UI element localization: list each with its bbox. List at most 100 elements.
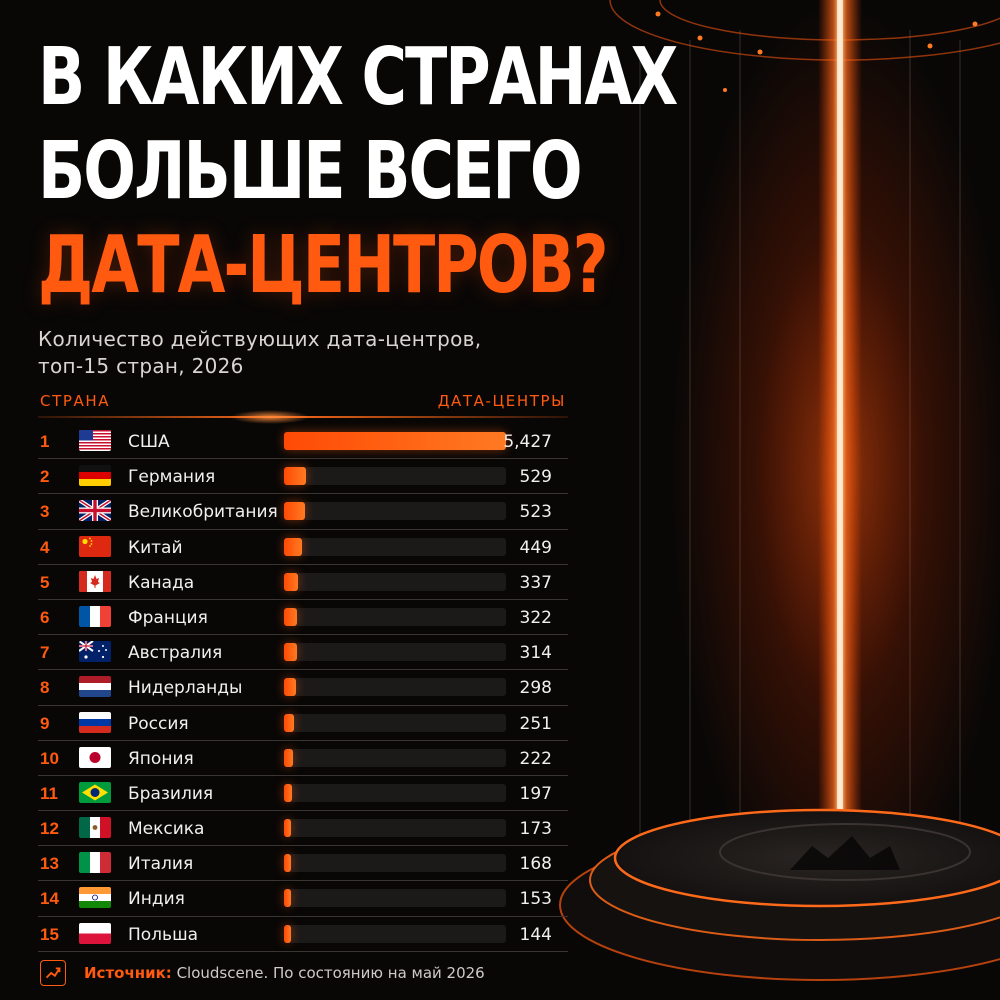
country-name: США — [128, 432, 170, 452]
data-label: 5,427 — [503, 432, 552, 452]
ranking-table: 1 США 5,427 2 Германия 529 3 Великобритания 523 4… — [38, 424, 568, 952]
rank-number: 9 — [40, 713, 50, 733]
pl-flag-icon — [79, 922, 111, 944]
data-label: 337 — [519, 572, 552, 593]
bar-track — [284, 467, 506, 486]
country-name: Нидерланды — [128, 678, 243, 699]
data-label: 153 — [519, 889, 552, 910]
table-row: 9 Россия 251 — [38, 706, 568, 741]
table-row: 2 Германия 529 — [38, 459, 568, 495]
rank-number: 13 — [40, 854, 59, 874]
table-row: 12 Мексика 173 — [38, 811, 568, 847]
subtitle: Количество действующих дата-центров, топ… — [38, 326, 578, 380]
bar-track — [284, 748, 506, 767]
bar-track — [284, 678, 506, 697]
table-row: 7 Австралия 314 — [38, 635, 568, 671]
rank-number: 10 — [40, 748, 59, 768]
data-label: 529 — [519, 467, 552, 488]
country-name: Мексика — [128, 819, 205, 840]
bar-track — [284, 819, 506, 838]
au-flag-icon — [79, 641, 111, 663]
us-flag-icon — [79, 430, 111, 451]
bar — [284, 678, 297, 697]
bar — [284, 607, 298, 626]
nl-flag-icon — [79, 676, 111, 698]
column-header-country: СТРАНА — [40, 392, 111, 410]
country-name: Великобритания — [128, 502, 278, 523]
br-flag-icon — [79, 781, 111, 803]
ru-flag-icon — [79, 711, 111, 733]
bar — [284, 854, 291, 873]
table-row: 1 США 5,427 — [38, 424, 568, 460]
mx-flag-icon — [79, 817, 111, 839]
table-row: 8 Нидерланды 298 — [38, 670, 568, 706]
data-label: 222 — [519, 748, 552, 769]
bar-track — [284, 924, 506, 943]
country-name: Германия — [128, 467, 216, 488]
bar — [284, 537, 303, 556]
country-name: Италия — [128, 854, 194, 875]
data-label: 449 — [519, 537, 552, 558]
title-line-3-accent: ДАТА-ЦЕНТРОВ? — [38, 218, 609, 312]
rank-number: 12 — [40, 819, 59, 839]
rank-number: 3 — [40, 502, 50, 522]
rank-number: 2 — [40, 467, 50, 487]
country-name: Индия — [128, 889, 185, 910]
country-name: Австралия — [128, 643, 223, 664]
rank-number: 7 — [40, 643, 50, 663]
table-row: 13 Италия 168 — [38, 846, 568, 882]
ca-flag-icon — [79, 570, 111, 592]
column-header-datacenters: ДАТА-ЦЕНТРЫ — [437, 392, 566, 410]
rank-number: 15 — [40, 924, 59, 944]
de-flag-icon — [79, 465, 111, 487]
rank-number: 6 — [40, 607, 50, 627]
source-note: Источник: Cloudscene. По состоянию на ма… — [40, 958, 600, 988]
bar — [284, 502, 306, 521]
bar — [284, 643, 297, 662]
source-text: Источник: Cloudscene. По состоянию на ма… — [84, 964, 485, 982]
data-label: 298 — [519, 678, 552, 699]
it-flag-icon — [79, 852, 111, 874]
data-label: 322 — [519, 607, 552, 628]
data-label: 251 — [519, 713, 552, 734]
chart-icon — [40, 960, 66, 986]
bar-track — [284, 889, 506, 908]
bar-track — [284, 572, 506, 591]
bar-track — [284, 713, 506, 732]
table-row: 15 Польша 144 — [38, 917, 568, 952]
table-row: 3 Великобритания 523 — [38, 494, 568, 530]
bar — [284, 889, 291, 908]
fr-flag-icon — [79, 605, 111, 627]
bar-track — [284, 854, 506, 873]
cn-flag-icon — [79, 535, 111, 557]
data-label: 168 — [519, 854, 552, 875]
data-label: 197 — [519, 783, 552, 804]
gb-flag-icon — [79, 500, 111, 522]
bar — [284, 924, 291, 943]
header-divider-glow — [230, 410, 310, 424]
table-row: 6 Франция 322 — [38, 600, 568, 636]
data-label: 144 — [519, 924, 552, 945]
bar — [284, 819, 292, 838]
country-name: Россия — [128, 713, 189, 734]
bar — [284, 432, 506, 450]
rank-number: 1 — [40, 432, 50, 451]
bar-track — [284, 502, 506, 521]
table-row: 5 Канада 337 — [38, 565, 568, 600]
data-label: 314 — [519, 643, 552, 664]
bar-track — [284, 537, 506, 556]
source-label: Источник: — [84, 964, 172, 982]
data-label: 173 — [519, 819, 552, 840]
country-name: Китай — [128, 537, 183, 558]
table-row: 10 Япония 222 — [38, 741, 568, 776]
country-name: Бразилия — [128, 783, 214, 804]
source-value: Cloudscene. По состоянию на май 2026 — [171, 964, 485, 982]
country-name: Франция — [128, 607, 208, 628]
bar-track — [284, 607, 506, 626]
table-row: 11 Бразилия 197 — [38, 776, 568, 812]
rank-number: 14 — [40, 889, 59, 909]
bar — [284, 713, 295, 732]
bar — [284, 572, 298, 591]
country-name: Япония — [128, 748, 194, 769]
